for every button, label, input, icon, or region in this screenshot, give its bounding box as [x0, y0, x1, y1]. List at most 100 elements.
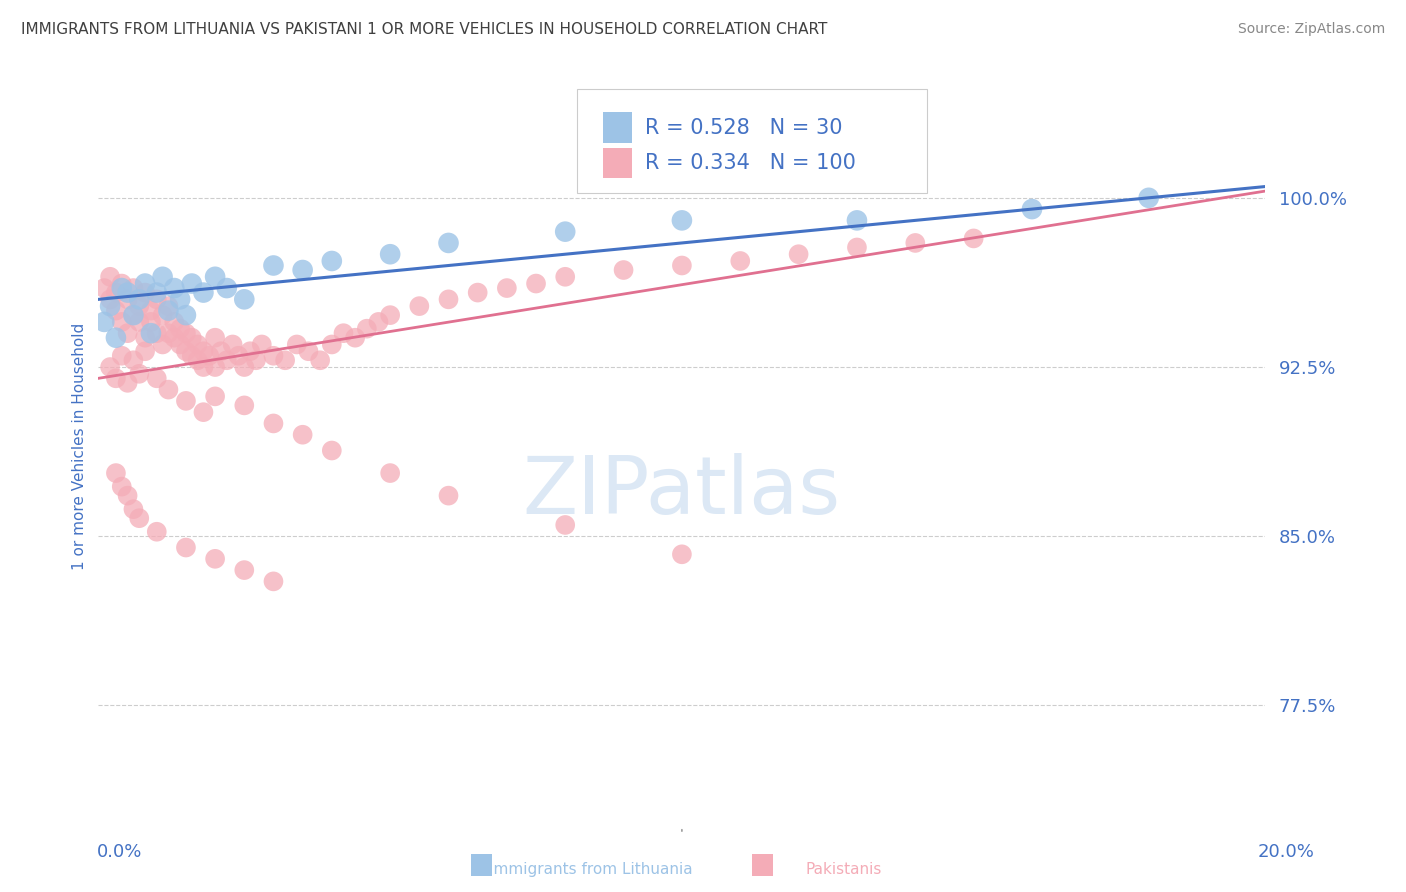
Point	[554, 269, 576, 284]
Point	[367, 315, 389, 329]
Point	[193, 285, 215, 300]
Point	[274, 353, 297, 368]
Point	[134, 285, 156, 300]
Point	[904, 235, 927, 250]
Point	[117, 489, 139, 503]
Text: 0.0%: 0.0%	[97, 843, 142, 861]
Point	[291, 427, 314, 442]
Text: R = 0.528   N = 30: R = 0.528 N = 30	[644, 118, 842, 138]
Point	[146, 326, 169, 341]
Point	[134, 277, 156, 291]
Point	[180, 349, 202, 363]
FancyBboxPatch shape	[603, 112, 631, 144]
Point	[111, 480, 134, 494]
Point	[193, 344, 215, 359]
Point	[169, 337, 191, 351]
Point	[380, 308, 402, 322]
Point	[321, 254, 343, 268]
Point	[1137, 191, 1160, 205]
Point	[291, 263, 314, 277]
Text: Source: ZipAtlas.com: Source: ZipAtlas.com	[1237, 22, 1385, 37]
Point	[309, 353, 332, 368]
Point	[730, 254, 752, 268]
Point	[174, 541, 197, 555]
Point	[128, 367, 150, 381]
Point	[104, 466, 127, 480]
Point	[98, 359, 121, 374]
Text: R = 0.334   N = 100: R = 0.334 N = 100	[644, 153, 855, 173]
Point	[139, 326, 162, 341]
Point	[139, 315, 162, 329]
Point	[787, 247, 810, 261]
Point	[169, 321, 191, 335]
Point	[157, 303, 180, 318]
Point	[152, 337, 174, 351]
Text: IMMIGRANTS FROM LITHUANIA VS PAKISTANI 1 OR MORE VEHICLES IN HOUSEHOLD CORRELATI: IMMIGRANTS FROM LITHUANIA VS PAKISTANI 1…	[21, 22, 828, 37]
Point	[204, 331, 226, 345]
Point	[554, 225, 576, 239]
Point	[193, 405, 215, 419]
Point	[846, 240, 869, 254]
Point	[437, 293, 460, 307]
Point	[233, 398, 256, 412]
Point	[146, 524, 169, 539]
Point	[344, 331, 367, 345]
Point	[117, 376, 139, 390]
Point	[198, 349, 221, 363]
Point	[671, 259, 693, 273]
Point	[157, 383, 180, 397]
Point	[104, 371, 127, 385]
FancyBboxPatch shape	[576, 89, 927, 193]
Point	[846, 213, 869, 227]
Point	[408, 299, 430, 313]
Point	[117, 293, 139, 307]
Point	[262, 349, 284, 363]
Point	[174, 326, 197, 341]
Point	[297, 344, 319, 359]
Point	[174, 393, 197, 408]
Point	[332, 326, 354, 341]
Point	[204, 269, 226, 284]
Point	[233, 359, 256, 374]
Point	[122, 308, 145, 322]
Point	[93, 315, 115, 329]
Point	[554, 518, 576, 533]
Point	[152, 269, 174, 284]
Point	[111, 315, 134, 329]
Point	[98, 293, 121, 307]
Point	[187, 337, 209, 351]
Point	[146, 371, 169, 385]
Point	[380, 466, 402, 480]
Point	[117, 326, 139, 341]
Point	[467, 285, 489, 300]
Point	[111, 281, 134, 295]
Point	[122, 281, 145, 295]
Point	[117, 285, 139, 300]
Point	[437, 235, 460, 250]
Point	[104, 331, 127, 345]
Point	[612, 263, 634, 277]
Point	[128, 511, 150, 525]
Point	[245, 353, 267, 368]
Point	[163, 281, 186, 295]
Point	[122, 308, 145, 322]
Y-axis label: 1 or more Vehicles in Household: 1 or more Vehicles in Household	[72, 322, 87, 570]
Text: 20.0%: 20.0%	[1258, 843, 1315, 861]
Point	[285, 337, 308, 351]
Point	[111, 277, 134, 291]
Point	[1021, 202, 1043, 216]
Point	[93, 281, 115, 295]
Point	[169, 293, 191, 307]
Point	[215, 353, 238, 368]
Point	[250, 337, 273, 351]
Point	[98, 299, 121, 313]
Point	[128, 293, 150, 307]
Point	[228, 349, 250, 363]
Point	[180, 331, 202, 345]
Point	[146, 285, 169, 300]
Point	[356, 321, 378, 335]
Point	[437, 489, 460, 503]
Point	[98, 269, 121, 284]
Point	[204, 389, 226, 403]
Point	[962, 231, 984, 245]
